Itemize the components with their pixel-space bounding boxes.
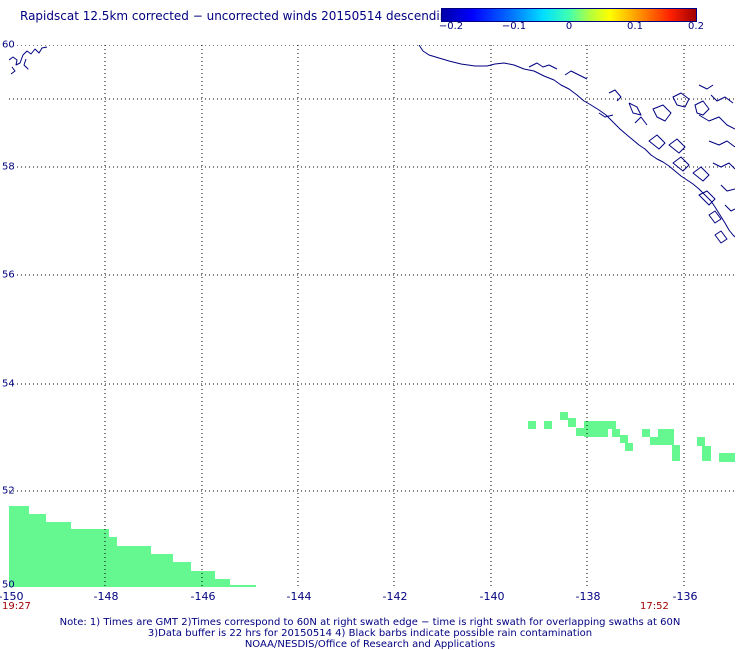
lat-tick-label: 50 xyxy=(2,579,15,591)
swath-cell xyxy=(568,418,576,427)
lon-tick-label: -140 xyxy=(479,590,505,603)
footnote: Note: 1) Times are GMT 2)Times correspon… xyxy=(0,617,740,650)
swath-cell xyxy=(560,412,568,420)
wind-swath xyxy=(9,412,735,587)
swath-cell xyxy=(584,421,616,429)
swath-cell xyxy=(71,529,109,587)
graticule xyxy=(9,45,735,587)
start-time: 19:27 xyxy=(2,601,31,612)
swath-cell xyxy=(173,562,191,587)
swath-cell xyxy=(191,571,215,587)
swath-cell xyxy=(528,421,536,429)
swath-cell xyxy=(702,446,711,461)
swath-cell xyxy=(719,453,735,462)
lat-tick-label: 56 xyxy=(2,269,15,281)
swath-cell xyxy=(215,579,230,587)
swath-cell xyxy=(666,437,674,445)
colorbar-label: 0.1 xyxy=(627,21,643,32)
lat-tick-label: 54 xyxy=(2,378,15,390)
colorbar-label: 0 xyxy=(565,21,573,32)
swath-cell xyxy=(625,443,633,451)
swath-cell xyxy=(9,506,29,587)
lat-tick-label: 52 xyxy=(2,485,15,497)
colorbar-label: 0.2 xyxy=(688,21,704,32)
swath-cell xyxy=(117,546,151,587)
swath-cell xyxy=(544,421,552,429)
swath-cell xyxy=(620,435,628,443)
lon-tick-label: -146 xyxy=(190,590,216,603)
colorbar xyxy=(441,8,697,22)
swath-cell xyxy=(650,437,666,445)
swath-cell xyxy=(672,445,680,461)
swath-cell xyxy=(642,429,650,437)
lat-tick-label: 58 xyxy=(2,161,15,173)
swath-cell xyxy=(576,428,584,436)
lon-tick-label: -142 xyxy=(382,590,408,603)
swath-cell xyxy=(697,437,705,446)
swath-cell xyxy=(109,537,117,587)
swath-cell xyxy=(658,429,674,437)
swath-cell xyxy=(584,429,608,437)
footnote-line: Note: 1) Times are GMT 2)Times correspon… xyxy=(59,617,681,628)
lon-tick-label: -144 xyxy=(286,590,312,603)
lat-tick-label: 60 xyxy=(2,39,15,51)
colorbar-label: −0.1 xyxy=(501,21,527,32)
coastline xyxy=(9,45,735,244)
swath-cell xyxy=(46,522,71,587)
footnote-line: 3)Data buffer is 22 hrs for 20150514 4) … xyxy=(147,628,593,639)
lon-tick-label: -136 xyxy=(672,590,698,603)
map-plot xyxy=(9,45,735,587)
swath-cell xyxy=(612,429,620,437)
lon-tick-label: -150 xyxy=(0,590,24,603)
swath-cell xyxy=(230,585,256,587)
colorbar-label: −0.2 xyxy=(438,21,464,32)
lon-tick-label: -148 xyxy=(93,590,119,603)
lon-tick-label: -138 xyxy=(575,590,601,603)
map-title: Rapidscat 12.5km corrected − uncorrected… xyxy=(20,9,455,23)
footnote-line: NOAA/NESDIS/Office of Research and Appli… xyxy=(244,639,496,650)
swath-cell xyxy=(29,514,46,587)
swath-cell xyxy=(151,554,173,587)
end-time: 17:52 xyxy=(640,601,669,612)
